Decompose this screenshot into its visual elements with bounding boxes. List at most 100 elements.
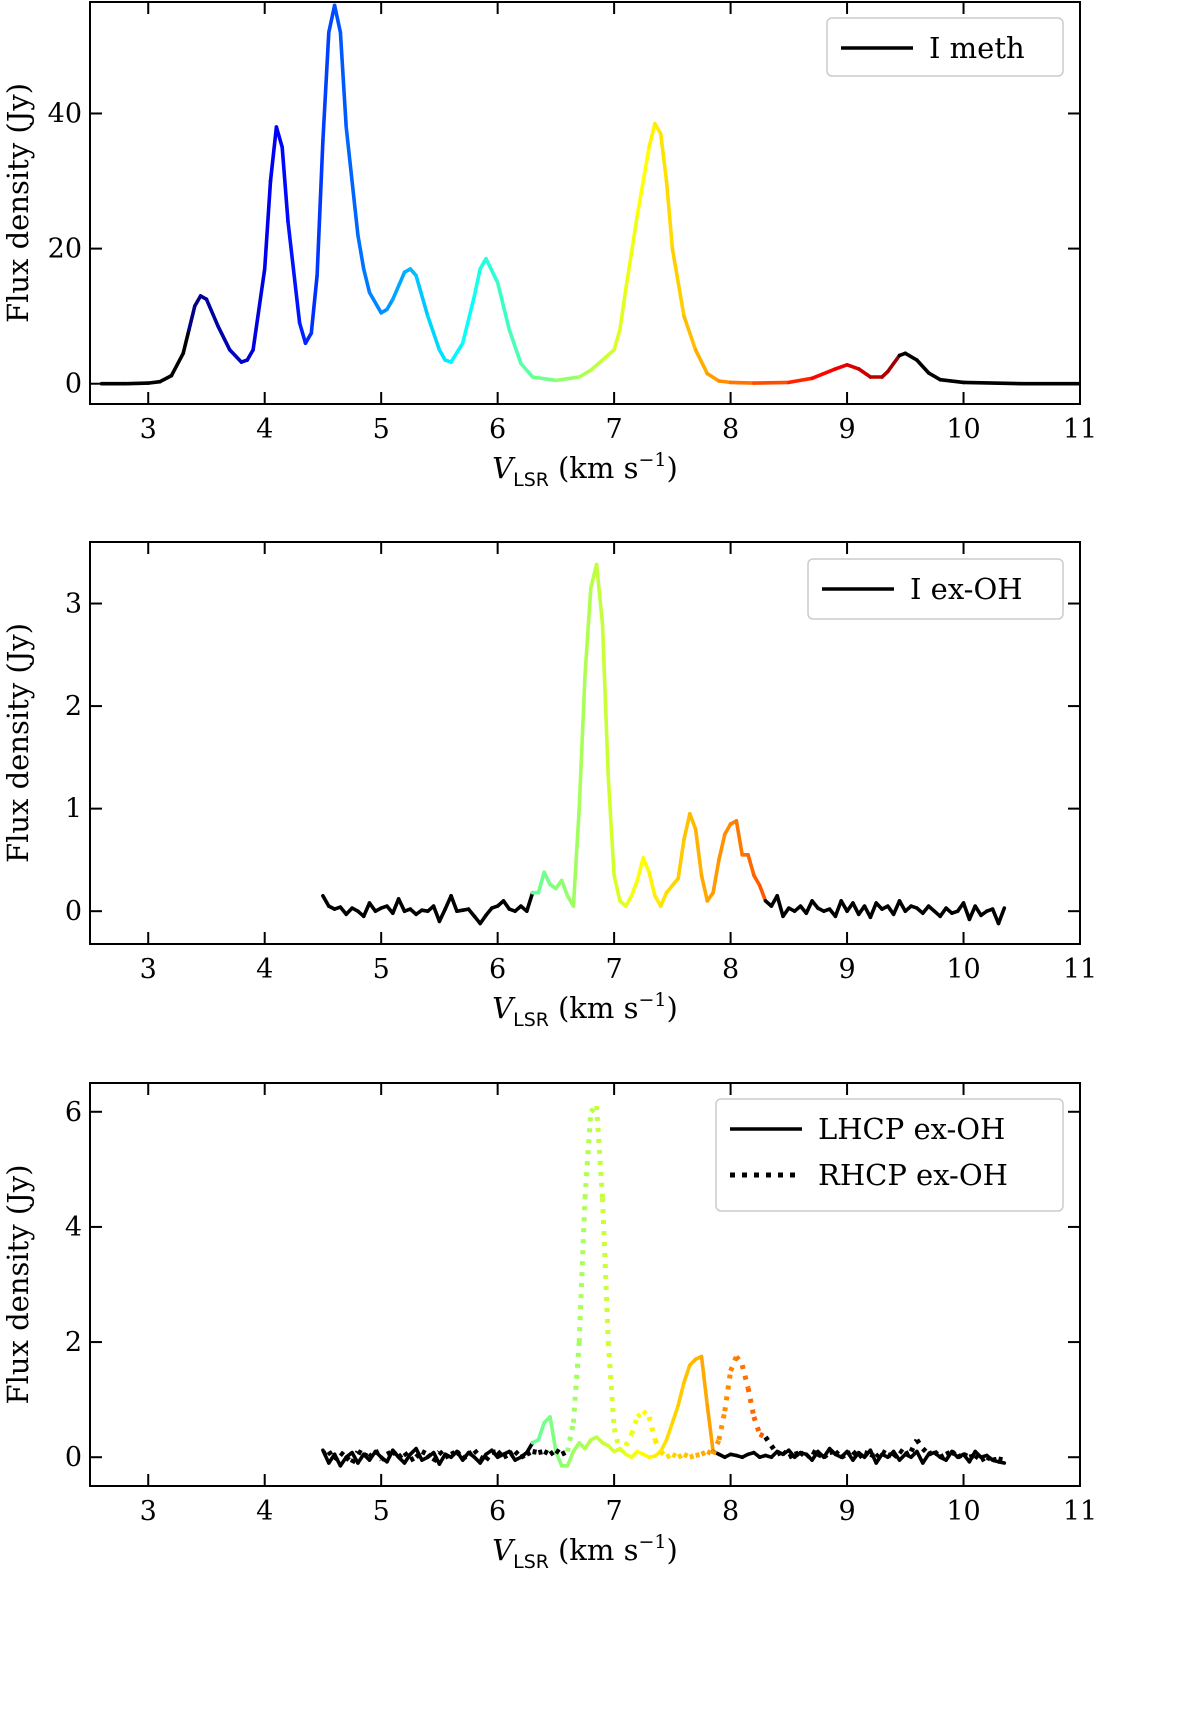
series-segment-rhcp-ex-oh [391,1449,401,1459]
series-segment-rhcp-ex-oh [908,1438,920,1453]
series-segment-rhcp-ex-oh [344,1455,354,1465]
series-segment-rhcp-ex-oh [611,1427,623,1453]
series-segment-rhcp-ex-oh [605,1341,617,1429]
series-segment-rhcp-ex-oh [548,1448,558,1457]
y-tick-label: 40 [48,98,82,129]
series-segment-rhcp-ex-oh [652,1438,663,1453]
series-segment-rhcp-ex-oh [321,1449,330,1457]
series-segment-i-ex-oh [682,811,692,842]
series-segment-rhcp-ex-oh [484,1451,494,1462]
series-segment-rhcp-ex-oh [479,1454,488,1463]
series-segment-i-ex-oh [961,901,972,922]
x-tick-label: 6 [489,1496,506,1527]
x-tick-label: 4 [256,954,273,985]
series-segment-lhcp-ex-oh [699,1354,710,1408]
series-segment-lhcp-ex-oh [536,1420,547,1442]
series-segment-rhcp-ex-oh [332,1451,343,1462]
series-segment-i-ex-oh [635,856,646,883]
series-segment-i-meth [670,246,686,319]
series-segment-rhcp-ex-oh [706,1449,715,1457]
series-segment-i-meth [577,368,593,379]
series-segment-i-meth [845,362,861,371]
series-segment-i-ex-oh [536,870,547,895]
series-segment-rhcp-ex-oh [833,1449,843,1459]
y-tick-label: 2 [65,1327,82,1358]
series-segment-rhcp-ex-oh [798,1450,808,1460]
series-segment-rhcp-ex-oh [787,1452,796,1460]
series-segment-rhcp-ex-oh [450,1449,458,1457]
series-segment-rhcp-ex-oh [349,1450,361,1465]
series-segment-i-meth [356,233,366,271]
series-segment-i-meth [228,348,244,364]
series-segment-i-ex-oh [641,856,651,875]
series-segment-rhcp-ex-oh [677,1452,686,1460]
series-segment-i-meth [146,379,162,385]
x-tick-label: 5 [373,1496,390,1527]
series-segment-rhcp-ex-oh [874,1449,884,1459]
y-tick-label: 3 [65,589,82,620]
series-segment-rhcp-ex-oh [973,1453,983,1463]
series-segment-lhcp-ex-oh [705,1403,715,1454]
series-segment-i-meth [280,145,290,224]
series-segment-i-meth [618,287,628,332]
series-segment-rhcp-ex-oh [420,1449,429,1457]
series-segment-i-meth [344,125,360,237]
legend-label: RHCP ex-OH [818,1158,1008,1192]
x-tick-label: 9 [838,954,855,985]
series-segment-rhcp-ex-oh [414,1449,424,1459]
series-segment-i-meth [588,358,605,373]
series-segment-rhcp-ex-oh [338,1450,348,1460]
series-segment-rhcp-ex-oh [914,1438,925,1451]
series-segment-rhcp-ex-oh [857,1450,867,1460]
series-segment-i-ex-oh [746,852,756,878]
series-segment-rhcp-ex-oh [554,1448,564,1457]
series-segment-rhcp-ex-oh [532,1449,539,1456]
series-segment-rhcp-ex-oh [646,1416,658,1441]
series-segment-rhcp-ex-oh [804,1449,814,1459]
series-segment-i-ex-oh [868,901,879,920]
series-segment-i-meth [752,380,791,385]
x-axis-label-unit: (km s [558,1533,639,1567]
series-segment-i-ex-oh [833,899,844,919]
series-segment-rhcp-ex-oh [437,1449,447,1459]
x-axis-label-sub: LSR [513,1009,549,1031]
y-tick-label: 0 [65,896,82,927]
series-segment-i-ex-oh [361,901,372,919]
series-segment-i-meth [856,367,873,379]
series-segment-rhcp-ex-oh [600,1197,611,1343]
series-segment-lhcp-ex-oh [437,1452,448,1466]
x-axis-label-close: ) [667,991,678,1025]
series-segment-rhcp-ex-oh [641,1409,651,1419]
series-segment-i-ex-oh [897,899,908,914]
series-segment-i-ex-oh [571,806,582,908]
series-segment-i-ex-oh [693,827,704,878]
series-segment-rhcp-ex-oh [537,1449,545,1456]
series-segment-rhcp-ex-oh [751,1416,763,1435]
x-axis-label-sup: −1 [638,1531,666,1553]
series-segment-rhcp-ex-oh [397,1450,407,1460]
series-segment-i-meth [635,145,651,217]
x-tick-label: 4 [256,414,273,445]
x-axis-label-close: ) [667,451,678,485]
legend-label: I ex-OH [910,572,1023,606]
series-segment-i-meth [682,314,698,352]
series-segment-rhcp-ex-oh [891,1448,902,1459]
series-segment-rhcp-ex-oh [869,1452,878,1460]
series-segment-rhcp-ex-oh [658,1449,669,1459]
x-tick-label: 7 [606,954,623,985]
x-tick-label: 3 [140,1496,157,1527]
x-tick-label: 7 [606,414,623,445]
series-segment-i-ex-oh [600,622,611,780]
series-segment-i-meth [658,131,669,183]
series-segment-rhcp-ex-oh [904,1449,913,1457]
series-segment-i-ex-oh [629,878,640,898]
series-segment-i-meth [245,348,255,362]
series-segment-i-meth [903,351,919,362]
series-segment-rhcp-ex-oh [326,1450,337,1462]
series-segment-rhcp-ex-oh [945,1449,953,1457]
series-segment-rhcp-ex-oh [769,1444,780,1456]
series-segment-i-meth [810,367,838,381]
panel-lhcp-rhcp-ex-oh: 3 4 5 6 7 8 9 10 11 0 2 4 6 Flux density (Jy) VLSR (k… [1,1082,1097,1573]
series-segment-i-meth [600,348,616,362]
series-segment-rhcp-ex-oh [979,1454,988,1463]
